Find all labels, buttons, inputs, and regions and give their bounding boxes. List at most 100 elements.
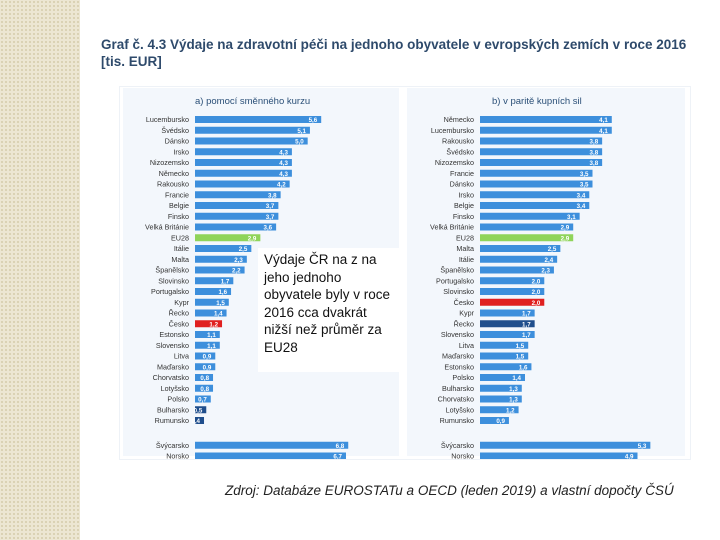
bar [480,202,590,209]
category-label: Lucembursko [146,115,189,124]
bar [480,191,590,199]
value-label: 4,2 [277,182,286,189]
bar [195,159,292,166]
value-label: 3,7 [266,203,275,210]
value-label: 1,1 [207,343,216,350]
value-label: 1,7 [522,332,531,339]
bar [480,417,509,424]
bar [480,298,545,306]
value-label: 3,5 [580,171,589,178]
bar [195,169,292,177]
category-label: Švýcarsko [156,441,189,450]
category-label: Německo [159,169,189,178]
category-label: Norsko [451,452,474,460]
bar [480,441,651,449]
value-label: 1,4 [214,311,223,318]
category-label: Rumunsko [440,416,474,425]
value-label: 4,1 [599,128,608,135]
value-label: 3,8 [590,139,599,146]
value-label: 2,9 [248,235,257,242]
value-label: 0,8 [200,386,209,393]
bar [480,363,532,371]
category-label: Španělsko [440,266,474,275]
category-label: Bulharsko [442,384,474,393]
category-label: Malta [456,244,474,253]
bar [195,395,211,403]
bar [480,288,545,295]
value-label: 0,7 [198,397,207,404]
value-label: 0,8 [200,375,209,382]
bar [480,331,535,338]
category-label: Německo [444,115,474,124]
bar [480,341,529,349]
category-label: Kypr [174,298,189,307]
category-label: Itálie [174,244,189,253]
category-label: Dánsko [165,137,189,146]
value-label: 1,7 [522,311,531,318]
category-label: Lotyšsko [161,384,189,393]
category-label: Španělsko [155,266,189,275]
value-label: 1,1 [207,332,216,339]
bar [195,202,279,209]
value-label: 6,7 [333,454,342,460]
category-label: Portugalsko [151,287,189,296]
value-label: 3,4 [577,192,586,199]
bar [195,223,277,231]
category-label: Estonsko [159,330,189,339]
bar [480,309,535,317]
category-label: Lotyšsko [446,405,474,414]
callout-text: Výdaje ČR na z na jeho jednoho obyvatele… [258,248,400,372]
bar [195,417,205,424]
category-label: Bulharsko [157,405,189,414]
bar [480,245,561,252]
category-label: Slovinsko [158,276,189,285]
category-label: Belgie [454,201,474,210]
bar [195,374,214,381]
bar [195,288,232,295]
value-label: 2,0 [532,300,541,307]
category-label: Slovensko [441,330,474,339]
bar [195,255,247,263]
value-label: 0,9 [203,364,212,371]
category-label: Velká Británie [430,223,474,232]
value-label: 4,1 [599,117,608,124]
value-label: 3,8 [590,149,599,156]
value-label: 0,4 [191,418,200,425]
category-label: Slovensko [156,341,189,350]
bar [195,180,290,188]
value-label: 5,1 [297,128,306,135]
category-label: Chorvatsko [438,395,474,404]
bar [195,191,281,199]
bar [480,169,593,177]
decorative-stripe [0,0,80,540]
value-label: 3,4 [577,203,586,210]
category-label: Nizozemsko [435,158,474,167]
category-label: Švédsko [161,126,189,135]
category-label: Polsko [452,373,474,382]
value-label: 2,9 [561,235,570,242]
source-note: Zdroj: Databáze EUROSTATu a OECD (leden … [225,483,674,498]
bar [480,374,525,381]
bar [195,126,310,134]
bar [480,234,574,242]
bar [480,406,519,414]
value-label: 1,3 [509,397,518,404]
value-label: 4,3 [279,160,288,167]
value-label: 1,7 [221,278,230,285]
value-label: 2,5 [239,246,248,253]
bar [480,452,638,460]
bar [480,223,574,231]
category-label: Řecko [169,309,189,318]
bar [480,116,612,123]
panel-title: b) v paritě kupních sil [492,96,582,107]
category-label: Polsko [167,395,189,404]
category-label: EU28 [456,233,474,242]
value-label: 1,2 [506,407,515,414]
value-label: 0,9 [496,418,505,425]
value-label: 3,5 [580,182,589,189]
value-label: 1,6 [218,289,227,296]
chart-svg: a) pomocí směnného kurzu Lucembursko 5,6 Šv… [123,88,685,461]
value-label: 4,3 [279,149,288,156]
value-label: 2,4 [545,257,554,264]
value-label: 5,3 [638,443,647,450]
